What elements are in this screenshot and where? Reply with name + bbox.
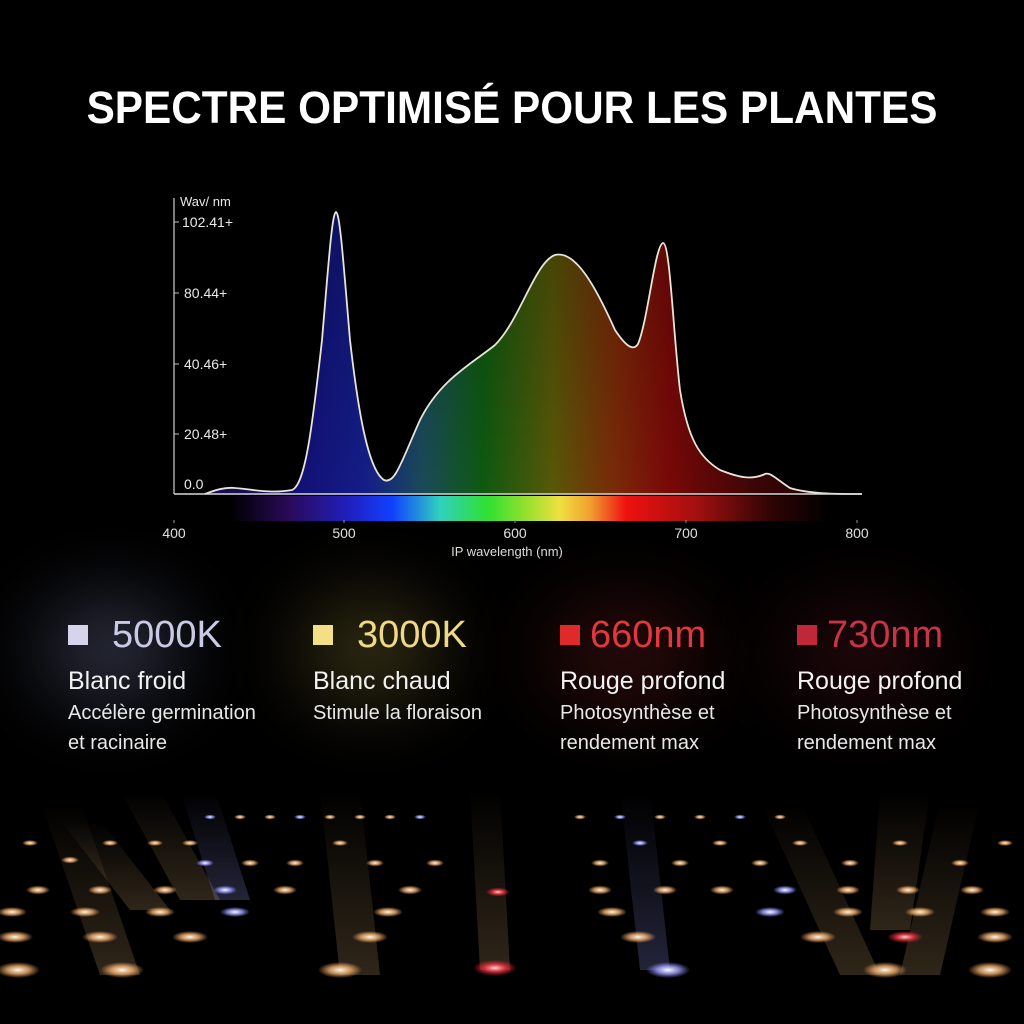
legend-item-5000k: 5000K Blanc froid Accélère germination e… xyxy=(68,612,256,756)
legend-name: Blanc chaud xyxy=(313,667,451,695)
decorative-glow xyxy=(780,600,940,710)
legend-name: Rouge profond xyxy=(797,667,963,695)
y-tick-label: 20.48+ xyxy=(184,426,227,442)
legend-item-730nm: 730nm Rouge profond Photosynthèse et ren… xyxy=(797,612,962,756)
y-tick-label: 40.46+ xyxy=(184,356,227,372)
page-title: SPECTRE OPTIMISÉ POUR LES PLANTES xyxy=(86,82,938,133)
legend-name: Rouge profond xyxy=(560,667,726,695)
y-axis-label: Wav/ nm xyxy=(180,194,231,209)
legend-desc: rendement max xyxy=(797,732,936,754)
legend-desc: Stimule la floraison xyxy=(313,702,482,724)
legend-desc: Photosynthèse et xyxy=(797,702,952,724)
x-tick-label: 600 xyxy=(503,525,527,541)
legend-desc: rendement max xyxy=(560,732,699,754)
x-axis-label: IP wavelength (nm) xyxy=(451,544,563,559)
swatch-icon xyxy=(560,625,580,645)
decorative-glow xyxy=(545,600,705,710)
swatch-icon xyxy=(68,625,88,645)
x-tick-label: 400 xyxy=(162,525,186,541)
x-tick-label: 500 xyxy=(332,525,356,541)
swatch-icon xyxy=(797,625,817,645)
visible-spectrum-bar xyxy=(230,496,830,521)
legend-code: 3000K xyxy=(357,614,467,656)
legend-desc: Accélère germination xyxy=(68,702,256,724)
legend-desc: et racinaire xyxy=(68,732,167,754)
led-array-background-image xyxy=(0,770,1024,1024)
legend-item-660nm: 660nm Rouge profond Photosynthèse et ren… xyxy=(560,612,725,756)
spectrum-curve xyxy=(204,211,863,495)
legend-code: 660nm xyxy=(590,614,707,656)
x-tick-label: 800 xyxy=(845,525,869,541)
decorative-glow xyxy=(300,600,440,700)
legend-name: Blanc froid xyxy=(68,667,187,695)
y-tick-label: 102.41+ xyxy=(182,214,233,230)
spectrum-chart: Wav/ nm 102.41+ 80.44+ 40.46+ 20.48+ 0.0… xyxy=(162,194,869,559)
y-tick-label: 0.0 xyxy=(184,476,204,492)
decorative-glow xyxy=(40,600,180,700)
legend: 5000K Blanc froid Accélère germination e… xyxy=(0,612,1024,762)
legend-item-3000k: 3000K Blanc chaud Stimule la floraison xyxy=(313,612,482,726)
swatch-icon xyxy=(313,625,333,645)
legend-desc: Photosynthèse et xyxy=(560,702,715,724)
legend-code: 5000K xyxy=(112,614,222,656)
legend-code: 730nm xyxy=(827,614,944,656)
y-tick-label: 80.44+ xyxy=(184,285,227,301)
x-tick-label: 700 xyxy=(674,525,698,541)
